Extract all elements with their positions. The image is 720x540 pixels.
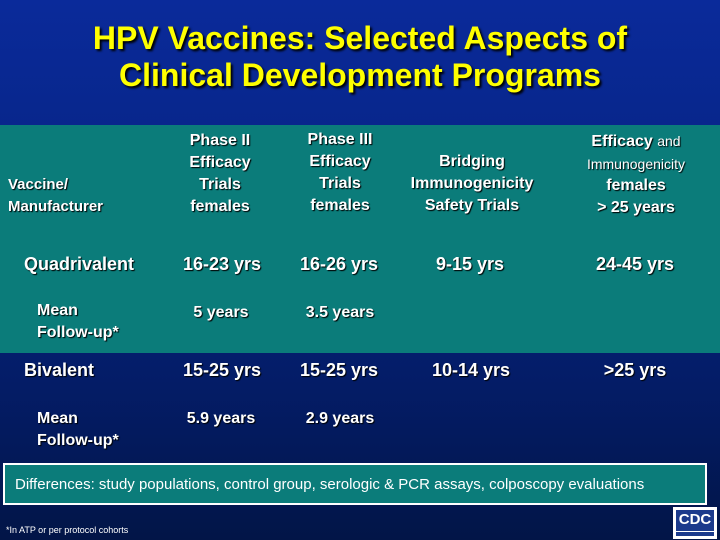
header-efficacy: Efficacy and Immunogenicity females > 25… (560, 130, 712, 219)
quad-followup-line1: Mean (37, 302, 78, 319)
cell-quad-phase2: 16-23 yrs (182, 254, 262, 274)
header-efficacy-line4: > 25 years (597, 199, 675, 216)
row-label-bivalent: Bivalent (24, 360, 95, 380)
header-efficacy-line1: Efficacy and (560, 130, 712, 153)
cell-biv-followup-phase2: 5.9 years (186, 410, 256, 427)
header-phase3-line3: Trials (319, 175, 361, 192)
cell-quad-followup-phase3: 3.5 years (305, 304, 375, 321)
header-bridging: Bridging Immunogenicity Safety Trials (398, 151, 546, 217)
differences-note-text: Differences: study populations, control … (15, 476, 645, 493)
header-vaccine-line2: Manufacturer (8, 198, 104, 215)
header-efficacy-line1a: Efficacy (591, 133, 653, 150)
header-phase3-line1: Phase III (307, 131, 373, 148)
header-phase3-line2: Efficacy (309, 153, 371, 170)
row-label-biv-followup: Mean Follow-up* (37, 408, 119, 452)
cdc-logo-text: CDC (678, 511, 712, 528)
header-phase3-line4: females (310, 197, 370, 214)
cell-quad-followup-phase2: 5 years (193, 304, 249, 321)
header-phase2-line3: Trials (199, 176, 241, 193)
header-bridging-line1: Bridging (439, 153, 505, 170)
header-efficacy-line1b: and (657, 133, 681, 149)
biv-followup-line1: Mean (37, 410, 78, 427)
header-bridging-line3: Safety Trials (424, 197, 520, 214)
footnote: *In ATP or per protocol cohorts (6, 525, 129, 535)
header-phase2: Phase II Efficacy Trials females (165, 130, 275, 218)
cell-biv-phase2: 15-25 yrs (182, 360, 262, 380)
header-phase2-line1: Phase II (189, 132, 251, 149)
table-panel (0, 125, 720, 353)
header-phase2-line2: Efficacy (189, 154, 251, 171)
biv-followup-line2: Follow-up* (37, 432, 119, 449)
quad-followup-line2: Follow-up* (37, 324, 119, 341)
title-line-1: HPV Vaccines: Selected Aspects of (92, 20, 628, 56)
header-bridging-line2: Immunogenicity (410, 175, 534, 192)
cell-biv-efficacy: >25 yrs (603, 360, 667, 380)
header-efficacy-line2: Immunogenicity (586, 156, 686, 172)
cell-biv-followup-phase3: 2.9 years (305, 410, 375, 427)
cdc-logo-underline (676, 531, 714, 537)
slide-title: HPV Vaccines: Selected Aspects of Clinic… (0, 20, 720, 94)
row-label-quadrivalent: Quadrivalent (24, 254, 135, 274)
header-phase2-line4: females (190, 198, 250, 215)
row-label-quad-followup: Mean Follow-up* (37, 300, 119, 344)
header-vaccine-line1: Vaccine/ (8, 176, 69, 193)
cell-quad-bridging: 9-15 yrs (435, 254, 505, 274)
cell-quad-phase3: 16-26 yrs (299, 254, 379, 274)
header-vaccine: Vaccine/ Manufacturer (8, 174, 148, 218)
cell-biv-phase3: 15-25 yrs (299, 360, 379, 380)
cell-biv-bridging: 10-14 yrs (431, 360, 511, 380)
cdc-logo: CDC (673, 507, 717, 539)
differences-note-box: Differences: study populations, control … (3, 463, 707, 505)
header-efficacy-line3: females (606, 177, 666, 194)
cell-quad-efficacy: 24-45 yrs (595, 254, 675, 274)
header-phase3: Phase III Efficacy Trials females (285, 129, 395, 217)
title-line-2: Clinical Development Programs (119, 57, 601, 93)
